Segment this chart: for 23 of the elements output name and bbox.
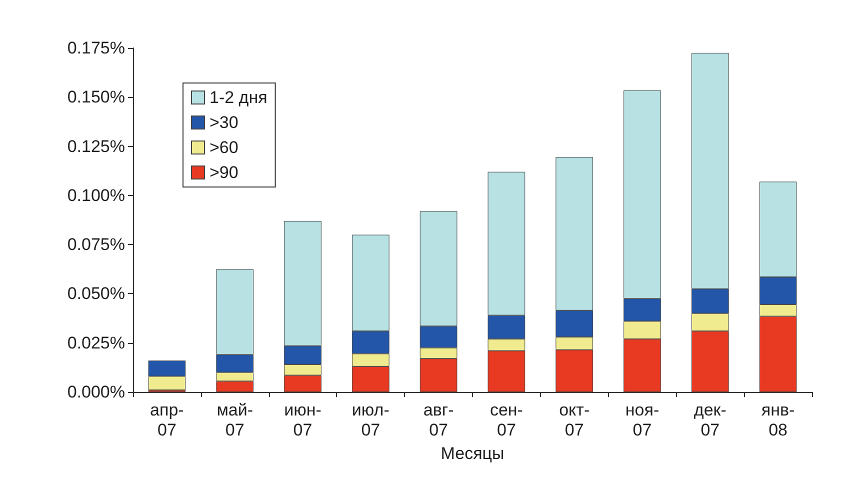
y-tick-label: 0.175% bbox=[67, 38, 125, 58]
y-tick-label: 0.050% bbox=[67, 284, 125, 304]
x-tick-label: май-07 bbox=[216, 400, 254, 440]
x-tick-label: июл-07 bbox=[352, 400, 390, 440]
legend-label: 1-2 дня bbox=[210, 88, 268, 107]
x-tick-label: апр-07 bbox=[150, 400, 184, 440]
y-tick-label: 0.100% bbox=[67, 186, 125, 205]
y-tick-label: 0.150% bbox=[67, 88, 125, 107]
x-tick-label: авг-07 bbox=[423, 400, 454, 440]
y-tick-label: 0.000% bbox=[67, 382, 125, 402]
legend-label: >90 bbox=[210, 163, 238, 182]
legend-label: >60 bbox=[210, 138, 238, 157]
legend-label: >30 bbox=[210, 113, 238, 132]
x-tick-label: окт-07 bbox=[559, 400, 590, 440]
y-tick-label: 0.025% bbox=[67, 333, 125, 352]
y-tick-label: 0.125% bbox=[67, 136, 125, 156]
x-tick-label: янв-08 bbox=[761, 400, 795, 440]
x-tick-label: июн-07 bbox=[284, 400, 322, 440]
x-tick-label: сен-07 bbox=[490, 400, 523, 440]
x-tick-label: дек-07 bbox=[694, 400, 726, 440]
y-tick-label: 0.075% bbox=[67, 235, 125, 254]
x-tick-label: ноя-07 bbox=[625, 400, 660, 440]
x-axis-title: Месяцы bbox=[440, 444, 504, 463]
